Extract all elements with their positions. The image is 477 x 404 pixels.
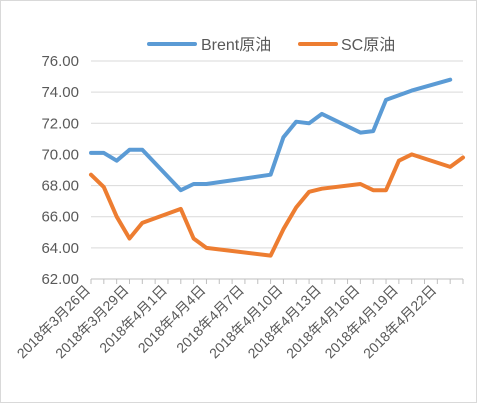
legend-label-brent: Brent原油 [201, 36, 271, 54]
legend-label-sc: SC原油 [341, 36, 395, 54]
series-line-sc [89, 152, 465, 258]
y-tick-label: 76.00 [41, 53, 79, 70]
y-tick-label: 62.00 [41, 271, 79, 288]
series-line-brent [89, 77, 453, 193]
y-tick-label: 70.00 [41, 146, 79, 163]
y-tick-label: 68.00 [41, 178, 79, 195]
y-tick-label: 64.00 [41, 240, 79, 257]
y-tick-label: 66.00 [41, 209, 79, 226]
x-axis: 2018年3月26日2018年3月29日2018年4月1日2018年4月4日20… [14, 278, 464, 361]
legend: Brent原油 SC原油 [147, 36, 395, 54]
y-axis: 62.00 64.00 66.00 68.00 70.00 72.00 74.00 76.00 [41, 53, 79, 288]
y-tick-label: 72.00 [41, 115, 79, 132]
series-lines [89, 77, 465, 258]
y-tick-label: 74.00 [41, 84, 79, 101]
